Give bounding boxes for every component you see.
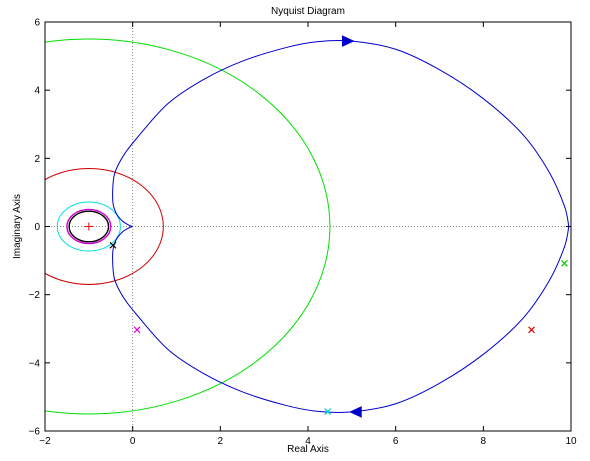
nyquist-circle-1 [45, 168, 164, 285]
y-tick-label: 2 [34, 154, 40, 165]
x-tick-label: 0 [130, 436, 136, 447]
chart-title: Nyquist Diagram [271, 6, 345, 17]
nyquist-circle-2 [56, 201, 121, 252]
x-tick-label: 2 [218, 436, 224, 447]
x-tick-label: 6 [393, 436, 399, 447]
point-marker-0 [561, 259, 568, 267]
x-tick-label: 4 [305, 436, 311, 447]
marker-stroke-b [133, 326, 141, 334]
direction-arrow-0 [341, 35, 355, 47]
y-tick-label: −4 [29, 358, 41, 369]
nyquist-circle-4 [68, 210, 110, 243]
nyquist-circle-0 [45, 38, 331, 415]
direction-arrow-1 [349, 406, 362, 418]
critical-point-marker [84, 222, 93, 231]
y-axis-title: Imaginary Axis [12, 194, 23, 259]
marker-stroke-b [324, 408, 332, 415]
x-tick-label: 10 [565, 436, 577, 447]
point-marker-4 [109, 241, 117, 249]
y-tick-label: −6 [29, 427, 41, 438]
nyquist-curve-upper [112, 39, 570, 227]
x-tick-label: 8 [481, 436, 487, 447]
y-tick-label: 0 [34, 222, 40, 233]
x-tick-label: −2 [39, 436, 51, 447]
point-marker-1 [528, 326, 535, 334]
plot-contents [45, 22, 571, 431]
marker-stroke-b [109, 241, 117, 249]
y-tick-label: 4 [34, 86, 40, 97]
marker-stroke-b [561, 259, 568, 267]
y-tick-label: 6 [34, 18, 40, 29]
point-marker-3 [133, 326, 141, 334]
x-axis-title: Real Axis [287, 444, 329, 455]
axis-ticks: −2 0 2 4 6 8 10 −6 −4 −2 0 2 4 6 [29, 18, 577, 448]
y-tick-label: −2 [29, 290, 41, 301]
marker-stroke-b [528, 326, 535, 334]
point-marker-2 [324, 408, 332, 415]
nyquist-circle-3 [66, 208, 112, 245]
